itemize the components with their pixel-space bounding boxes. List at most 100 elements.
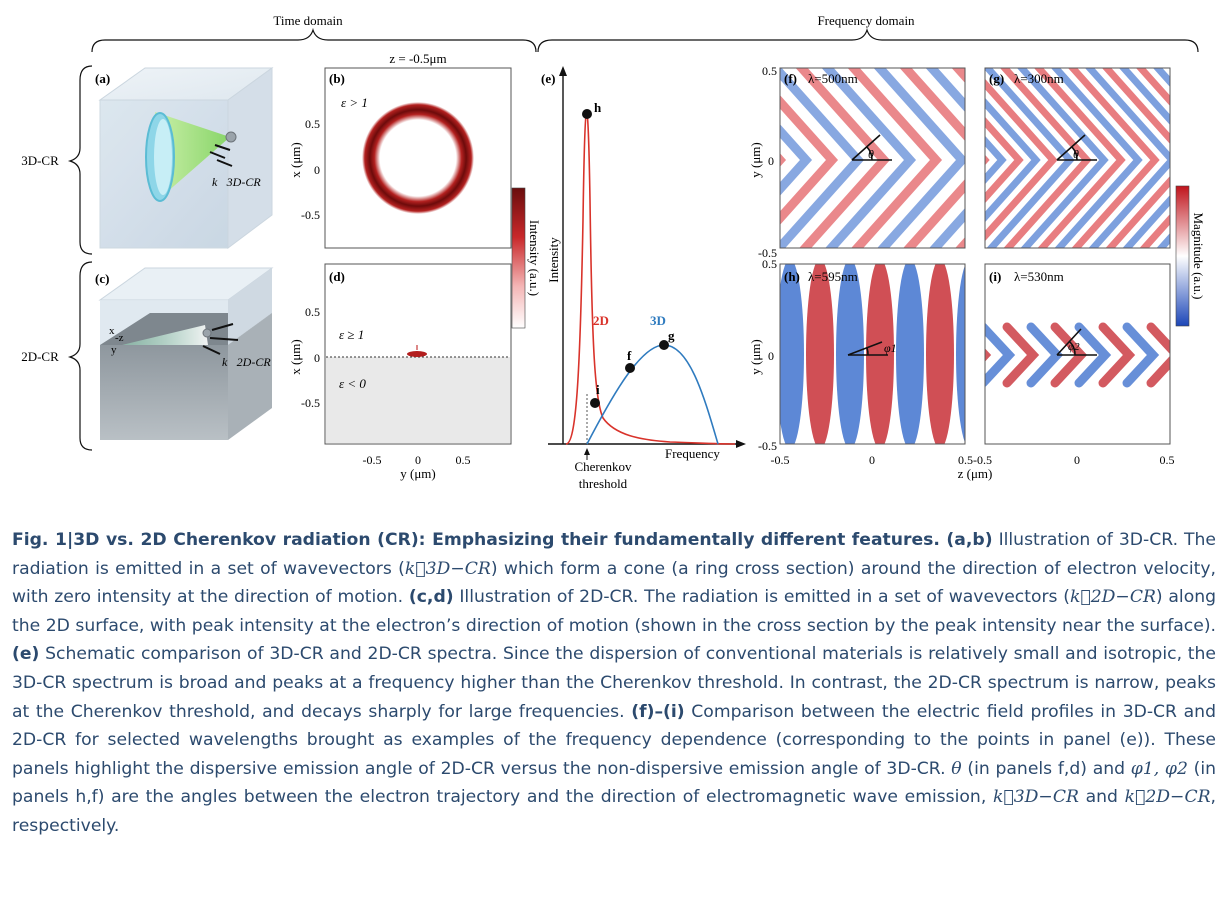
point-g-label: g [668,328,675,343]
fz-tick-mid: 0.5-0.5 [958,453,992,467]
panel-g-label: (g) [989,71,1004,86]
field-chevron [985,116,1024,204]
caption-k3d-b: k⃗3D−CR [992,787,1079,808]
field-lobe [956,265,965,443]
panel-i-label: (i) [989,269,1001,284]
field-lobe [780,264,804,444]
d-xlabel: y (μm) [400,466,436,481]
caption-k2d: k⃗2D−CR [1069,587,1156,608]
lambda-i: λ=530nm [1014,269,1064,284]
caption-phis: φ1, φ2 [1130,758,1188,779]
field-chevron [873,68,965,248]
series-2d-label: 2D [593,313,609,328]
caption-text-3: Illustration of 2D-CR. The radiation is … [453,587,1070,608]
phi1-h: φ1 [884,341,897,355]
panel-c-illustration [98,267,274,440]
fy-label-bot: y (μm) [748,339,763,375]
caption-text-1: Illustration of 3D-CR. The radiation is … [12,530,1216,579]
point-f-label: f [627,348,632,363]
caption-text-7: (in panels f,d) and [961,758,1131,779]
axes-y-label: y [111,344,117,356]
magnitude-colorbar-label: Magnitude (a.u.) [1191,212,1206,299]
field-chevron [821,68,917,248]
lambda-g: λ=300nm [1014,71,1064,86]
caption-text-8: (in panels h,f) are the angles between t… [12,758,1217,808]
k3d-label: k⃗3D-CR [212,175,261,189]
eps-ge-label: ε ≥ 1 [339,327,364,342]
caption-e: (e) [12,644,40,665]
time-domain-label: Time domain [273,13,343,28]
caption-text-10: , respectively. [12,787,1217,836]
d-xtick-m05: -0.5 [363,453,382,467]
time-domain-brace [91,27,537,53]
field-chevron [899,68,965,248]
field-chevron [1199,327,1225,383]
panel-f-label: (f) [784,71,797,86]
field-chevron [985,322,1016,388]
field-chevron [1074,322,1112,388]
theta-f: θ [868,147,874,161]
field-chevron [780,95,839,225]
eps-gt-label: ε > 1 [341,95,368,110]
caption-paragraph: Fig. 1|3D vs. 2D Cherenkov radiation (CR… [12,526,1216,841]
caption-fi: (f)–(i) [631,701,685,722]
field-chevron [925,68,965,248]
series-3d-label: 3D [650,313,666,328]
field-chevron [669,65,754,255]
caption-text-6: Comparison between the electric field pr… [12,701,1216,779]
caption-text-2: ) which form a cone (a ring cross sectio… [12,558,1216,608]
fz-tick-0-i: 0 [1074,453,1080,467]
b-axis-label: x (μm) [288,142,303,178]
field-lobe [926,264,954,444]
point-i-label: i [596,382,600,397]
fy-tick-0-top: 0 [768,154,774,168]
field-chevron [1050,68,1143,248]
ring-intensity [362,102,474,214]
axes-z-label: -z [115,332,124,344]
d-tick-m05: -0.5 [301,396,320,410]
d-tick-05: 0.5 [305,305,320,319]
figure-canvas: Time domain Frequency domain 3D-CR 2D-CR… [21,13,1225,491]
caption-title: Fig. 1|3D vs. 2D Cherenkov radiation (CR… [12,530,993,550]
field-chevron [1002,322,1040,388]
spectrum-ylabel: Intensity [546,237,561,283]
caption-text-5: Schematic comparison of 3D-CR and 2D-CR … [12,644,1216,722]
threshold-label-2: threshold [579,476,628,491]
d-xtick-05: 0.5 [456,453,471,467]
caption-cd: (c,d) [408,587,454,608]
angle-markers [847,134,1097,356]
field-chevron [643,65,728,255]
figure-caption: Fig. 1|3D vs. 2D Cherenkov radiation (CR… [12,526,1216,841]
spectrum-plot [548,66,746,460]
frequency-domain-label: Frequency domain [817,13,915,28]
fy-label-top: y (μm) [748,142,763,178]
field-chevron [1118,68,1170,248]
field-panel-h [780,264,965,444]
intensity-colorbar [511,187,526,329]
magnitude-colorbar [1175,185,1190,327]
metal-region [326,357,510,443]
field-chevron [1175,327,1201,383]
caption-k3d: k⃗3D−CR [404,558,491,579]
field-lobe [896,264,924,444]
field-chevron [985,97,1041,223]
frequency-domain-brace [537,27,1199,53]
point-f [625,363,635,373]
fz-tick-m05: -0.5 [771,453,790,467]
field-chevron [1135,68,1170,248]
fy-tick-m05-bot: -0.5 [758,439,777,453]
point-h-label: h [594,100,602,115]
field-chevron [1016,68,1109,248]
row-label-2d: 2D-CR [21,349,59,364]
panel-c-label: (c) [95,271,109,286]
row-label-3d: 3D-CR [21,153,59,168]
figure-1: Time domain Frequency domain 3D-CR 2D-CR… [21,13,1225,491]
caption-text-4: ) along the 2D surface, with peak intens… [12,587,1217,636]
panel-d-label: (d) [329,269,345,284]
threshold-label-1: Cherenkov [574,459,632,474]
row-braces [67,65,93,451]
point-h [582,109,592,119]
field-chevron [1098,322,1136,388]
field-lobe [866,264,894,444]
fz-tick-05: 0.5 [1160,453,1175,467]
